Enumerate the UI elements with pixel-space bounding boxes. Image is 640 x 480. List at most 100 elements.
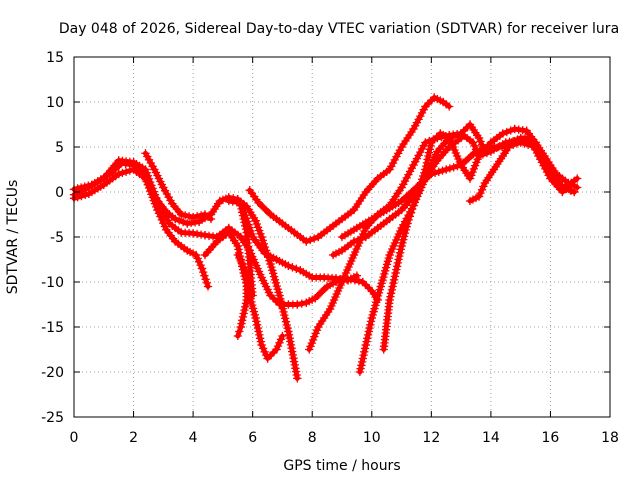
y-tick-label: -25	[41, 410, 64, 426]
data-point-marker	[351, 247, 360, 257]
data-point-marker	[248, 291, 257, 300]
data-point-marker	[255, 334, 265, 343]
data-point-marker	[371, 301, 380, 310]
data-point-marker	[258, 276, 268, 285]
data-point-marker	[282, 320, 291, 330]
data-point-marker	[433, 94, 442, 104]
y-tick-label: 5	[55, 140, 64, 156]
data-point-marker	[402, 222, 411, 231]
data-point-marker	[275, 338, 284, 347]
data-point-marker	[284, 330, 294, 339]
data-point-marker	[274, 288, 283, 297]
y-tick-label: 0	[55, 185, 64, 201]
data-point-marker	[256, 337, 266, 346]
data-point-marker	[357, 357, 367, 367]
x-tick-label: 2	[129, 430, 138, 446]
data-point-marker	[150, 199, 160, 208]
data-point-marker	[253, 264, 262, 273]
data-point-marker	[269, 253, 278, 263]
data-point-marker	[270, 275, 280, 284]
data-point-marker	[360, 226, 369, 236]
data-point-marker	[81, 184, 91, 194]
data-point-marker	[268, 266, 277, 275]
data-point-marker	[392, 262, 402, 271]
data-point-marker	[114, 169, 123, 179]
data-point-marker	[289, 357, 299, 366]
data-point-marker	[256, 229, 265, 238]
data-point-marker	[498, 129, 507, 138]
data-point-marker	[241, 265, 250, 275]
data-point-marker	[328, 298, 337, 308]
data-point-marker	[237, 319, 246, 328]
data-point-marker	[199, 267, 208, 277]
data-point-marker	[263, 285, 272, 294]
data-point-marker	[200, 271, 209, 280]
data-point-marker	[251, 216, 260, 225]
data-point-marker	[479, 145, 488, 154]
data-point-marker	[525, 133, 534, 143]
x-tick-labels: 0 2 4 6 8 10 12 14 16 18	[70, 430, 619, 446]
data-point-marker	[325, 280, 335, 290]
data-point-marker	[239, 207, 249, 217]
data-point-marker	[78, 186, 88, 195]
data-point-marker	[143, 180, 152, 189]
data-point-marker	[281, 314, 290, 323]
data-point-marker	[202, 278, 211, 288]
data-point-marker	[150, 165, 159, 174]
data-point-marker	[479, 182, 488, 191]
data-point-marker	[247, 297, 256, 307]
data-point-marker	[279, 307, 288, 317]
series-sat-h	[224, 196, 362, 285]
data-point-marker	[380, 269, 389, 279]
data-point-marker	[456, 133, 466, 143]
data-point-marker	[355, 367, 365, 377]
data-point-marker	[424, 148, 434, 157]
data-point-marker	[266, 291, 275, 300]
data-point-marker	[291, 364, 300, 373]
data-point-marker	[264, 288, 274, 297]
data-point-marker	[337, 277, 347, 287]
data-point-marker	[344, 262, 353, 272]
data-point-marker	[367, 313, 376, 323]
data-point-marker	[256, 270, 265, 279]
data-point-marker	[445, 164, 455, 173]
data-point-marker	[302, 237, 311, 246]
data-point-marker	[386, 292, 395, 301]
data-point-marker	[239, 262, 248, 272]
data-point-marker	[426, 141, 435, 151]
data-point-marker	[502, 127, 511, 137]
data-point-marker	[203, 282, 213, 291]
data-point-marker	[398, 238, 407, 247]
data-point-marker	[253, 223, 263, 232]
data-point-marker	[449, 163, 458, 172]
data-point-marker	[359, 350, 368, 360]
data-point-marker	[276, 335, 286, 344]
data-point-marker	[471, 147, 481, 156]
data-point-marker	[312, 326, 322, 335]
data-point-marker	[269, 348, 278, 357]
data-point-marker	[469, 164, 479, 174]
data-point-marker	[311, 329, 320, 338]
data-point-marker	[451, 148, 460, 158]
data-point-marker	[196, 260, 205, 270]
data-point-marker	[306, 235, 315, 245]
data-point-marker	[403, 219, 412, 228]
data-point-marker	[404, 215, 413, 225]
data-point-marker	[433, 132, 442, 141]
data-point-marker	[193, 254, 202, 263]
data-point-marker	[389, 275, 399, 284]
data-point-marker	[144, 183, 154, 193]
data-point-marker	[196, 211, 206, 220]
data-point-marker	[191, 250, 201, 260]
data-point-marker	[238, 259, 247, 269]
data-point-marker	[272, 281, 281, 291]
data-point-marker	[354, 276, 364, 286]
data-point-marker	[305, 345, 314, 354]
data-point-marker	[236, 198, 245, 207]
x-tick-label: 4	[189, 430, 198, 446]
data-point-marker	[281, 317, 291, 326]
data-point-marker	[77, 191, 86, 201]
data-point-marker	[154, 209, 164, 218]
data-point-marker	[397, 241, 406, 251]
data-point-marker	[477, 185, 487, 194]
